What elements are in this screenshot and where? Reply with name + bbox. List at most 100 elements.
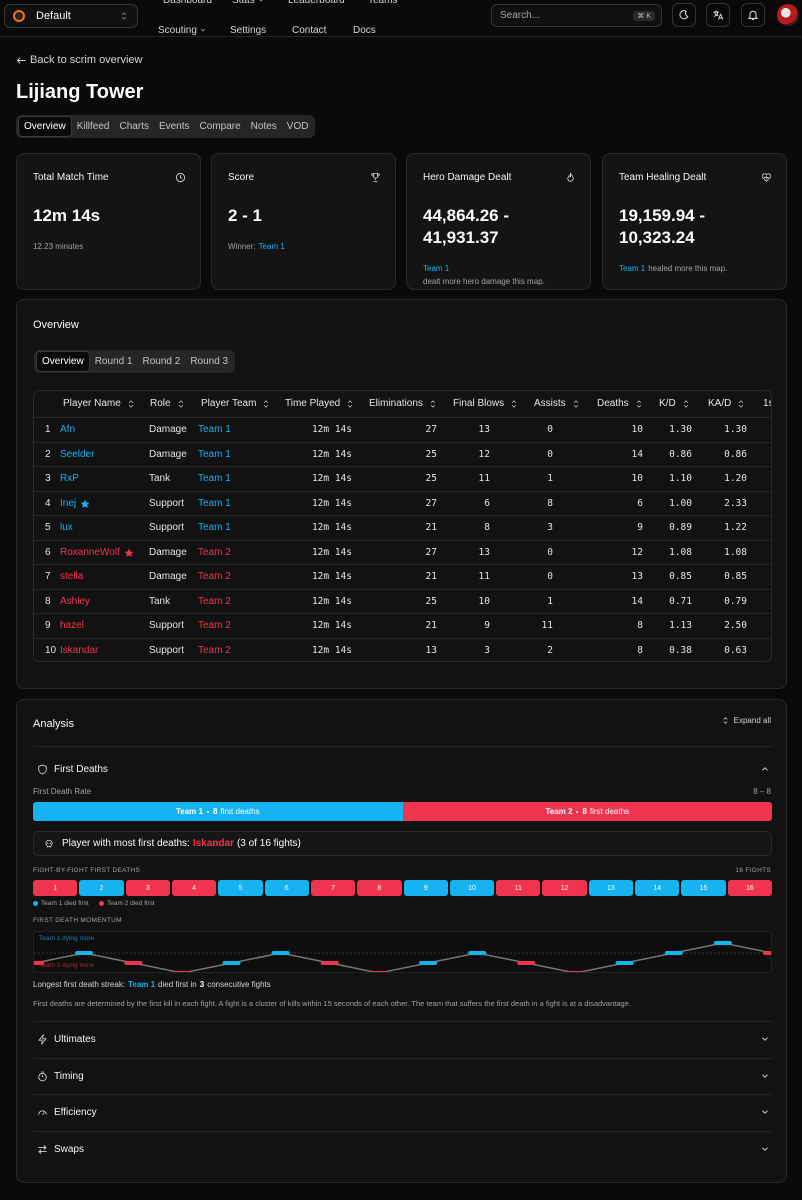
tab[interactable]: Events (158, 121, 190, 132)
tab[interactable]: Killfeed (76, 121, 110, 132)
icon (261, 399, 271, 409)
column-header[interactable]: Role (150, 398, 186, 409)
column-header[interactable]: Time Played (285, 398, 355, 409)
player-name[interactable]: RxP (60, 473, 79, 485)
table-cell: 3 (547, 522, 553, 533)
nav-link[interactable]: Teams (368, 0, 397, 6)
tab[interactable]: Notes (250, 121, 277, 132)
subtab[interactable]: Round 3 (190, 356, 229, 367)
legend-swatch (99, 901, 104, 906)
icon-shape (175, 172, 186, 183)
icon-button[interactable] (706, 3, 730, 27)
streak-lead: Longest first death streak: (33, 980, 126, 989)
icon-svg (178, 399, 183, 408)
icon-svg (264, 399, 269, 408)
table-cell: 0.71 (669, 595, 692, 607)
column-header-text: K/D (659, 398, 676, 409)
player-name[interactable]: Iskandar (60, 645, 98, 657)
column-header[interactable]: 1st (763, 398, 771, 409)
column-header[interactable]: Assists (534, 398, 581, 409)
rate-value: 8 – 8 (753, 787, 771, 796)
column-header[interactable]: Final Blows (453, 398, 519, 409)
momentum-point (222, 961, 241, 965)
table-row: 2 Seelder Damage Team 1 12m 14s 25 12 0 14 0.86 0.… (34, 443, 771, 467)
workspace-select[interactable]: Default (4, 4, 138, 28)
icon-shape (761, 173, 772, 182)
fight-cell: 6 (264, 880, 309, 896)
icon-button[interactable] (741, 3, 765, 27)
section-header[interactable]: Efficiency (33, 1105, 772, 1119)
section-header[interactable]: Ultimates (33, 1032, 772, 1046)
nav-link[interactable]: Docs (353, 24, 376, 36)
table-cell: 0 (547, 571, 553, 582)
table-cell: 14 (631, 448, 643, 460)
table-cell: 12m 14s (311, 448, 352, 460)
tab[interactable]: VOD (286, 121, 309, 132)
section-title: Timing (54, 1070, 84, 1082)
search-box[interactable]: Search... ⌘ K (491, 4, 662, 27)
icon-shape (38, 1144, 47, 1154)
icon-svg (348, 399, 353, 408)
icon-button[interactable] (672, 3, 696, 27)
expand-all[interactable]: Expand all (721, 716, 771, 725)
player-name[interactable]: stella (60, 571, 83, 583)
column-header[interactable]: Deaths (597, 398, 644, 409)
table-cell: 0.63 (724, 644, 747, 656)
icon-svg (200, 28, 206, 32)
icon (199, 26, 207, 34)
player-name[interactable]: RoxanneWolf (60, 547, 134, 559)
icon-svg (762, 767, 768, 771)
table-row: 7 stella Damage Team 2 12m 14s 21 11 0 13 0.85 0.8… (34, 565, 771, 590)
bar-segment: Team 2 8 first deaths (402, 802, 772, 821)
player-name[interactable]: Afn (60, 424, 75, 436)
column-header[interactable]: KA/D (708, 398, 746, 409)
player-name[interactable]: lux (60, 522, 73, 534)
nav-link[interactable]: Dashboard (163, 0, 212, 6)
bar-label: first deaths (220, 807, 260, 816)
section-header[interactable]: Swaps (33, 1142, 772, 1156)
tab[interactable]: Compare (199, 121, 241, 132)
section-title: Efficiency (54, 1106, 97, 1118)
nav-link-text: Scouting (158, 24, 197, 36)
player-name[interactable]: Ashley (60, 596, 90, 608)
subtab[interactable]: Round 1 (94, 356, 133, 367)
momentum-point (419, 961, 438, 965)
table-cell: 12m 14s (311, 546, 352, 558)
tab[interactable]: Charts (119, 121, 149, 132)
section-title: First Deaths (54, 763, 108, 775)
subtab[interactable]: Overview (36, 351, 90, 372)
icon-svg (762, 1037, 768, 1041)
column-header[interactable]: K/D (659, 398, 691, 409)
column-header[interactable]: Eliminations (369, 398, 438, 409)
avatar[interactable] (777, 4, 799, 26)
table-cell: 1.13 (669, 620, 692, 631)
nav-link[interactable]: Scouting (158, 24, 207, 36)
table-cell: Team 1 (198, 497, 231, 509)
subtab[interactable]: Round 2 (142, 356, 181, 367)
icon (44, 839, 54, 849)
card-title: Hero Damage Dealt (423, 172, 512, 183)
stat-card: Hero Damage Dealt 44,864.26 - 41,931.37 Te… (406, 153, 591, 290)
section-header[interactable]: Timing (33, 1069, 772, 1083)
player-name[interactable]: hazel (60, 620, 84, 632)
icon-svg (259, 0, 263, 2)
back-link[interactable]: Back to scrim overview (16, 54, 142, 66)
nav-link[interactable]: Settings (230, 24, 266, 36)
section-header[interactable]: First Deaths (33, 762, 772, 776)
icon-shape (679, 10, 689, 20)
stat-card: Total Match Time 12m 14s 12.23 minutes (16, 153, 201, 290)
tab[interactable]: Overview (18, 116, 72, 137)
icon-shape (567, 172, 574, 182)
icon-svg (124, 548, 134, 557)
icon (747, 9, 759, 21)
column-header[interactable]: Player Name (63, 398, 136, 409)
nav-link[interactable]: Stats (232, 0, 265, 6)
player-name[interactable]: Inej (60, 498, 90, 510)
icon (80, 499, 90, 509)
icon (678, 9, 690, 21)
nav-link[interactable]: Leaderboard (288, 0, 345, 6)
player-name[interactable]: Seelder (60, 449, 94, 461)
nav-link[interactable]: Contact (292, 24, 326, 36)
table-cell: 2 (45, 448, 51, 460)
column-header[interactable]: Player Team (201, 398, 271, 409)
